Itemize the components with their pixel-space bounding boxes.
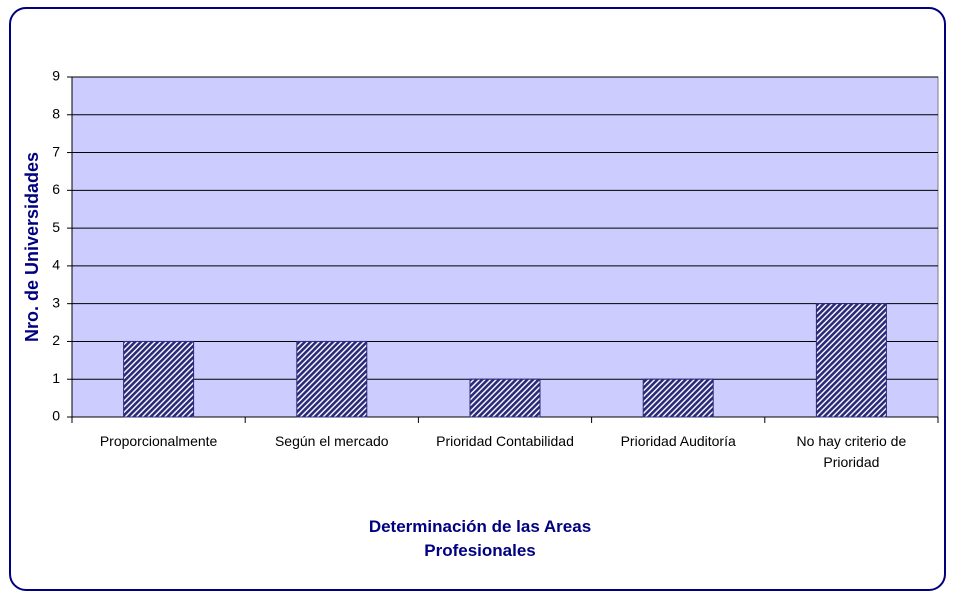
x-tick-label: Proporcionalmente: [99, 433, 218, 449]
y-tick-label: 6: [52, 181, 60, 197]
plot-area: [71, 76, 939, 418]
y-tick-label: 8: [52, 105, 60, 121]
x-axis-title: Determinación de las Areas Profesionales: [368, 517, 592, 560]
x-tick-label: Según el mercado: [274, 433, 389, 449]
y-tick-label: 7: [52, 143, 60, 159]
x-tick-label: No hay criterio de Prioridad: [796, 433, 907, 470]
bar: [296, 340, 368, 418]
x-tick-label: Prioridad Contabilidad: [436, 433, 574, 449]
x-tick-label: Prioridad Auditoría: [620, 433, 736, 449]
bar: [123, 340, 195, 418]
y-axis-title: Nro. de Universidades: [22, 152, 42, 342]
bar: [469, 378, 541, 418]
y-tick-label: 9: [52, 68, 60, 84]
bar: [642, 378, 714, 418]
bar: [815, 303, 887, 418]
y-tick-label: 0: [52, 408, 60, 424]
y-tick-label: 1: [52, 370, 60, 386]
y-tick-label: 4: [52, 257, 60, 273]
y-tick-label: 3: [52, 294, 60, 310]
y-tick-label: 2: [52, 332, 60, 348]
y-tick-label: 5: [52, 219, 60, 235]
